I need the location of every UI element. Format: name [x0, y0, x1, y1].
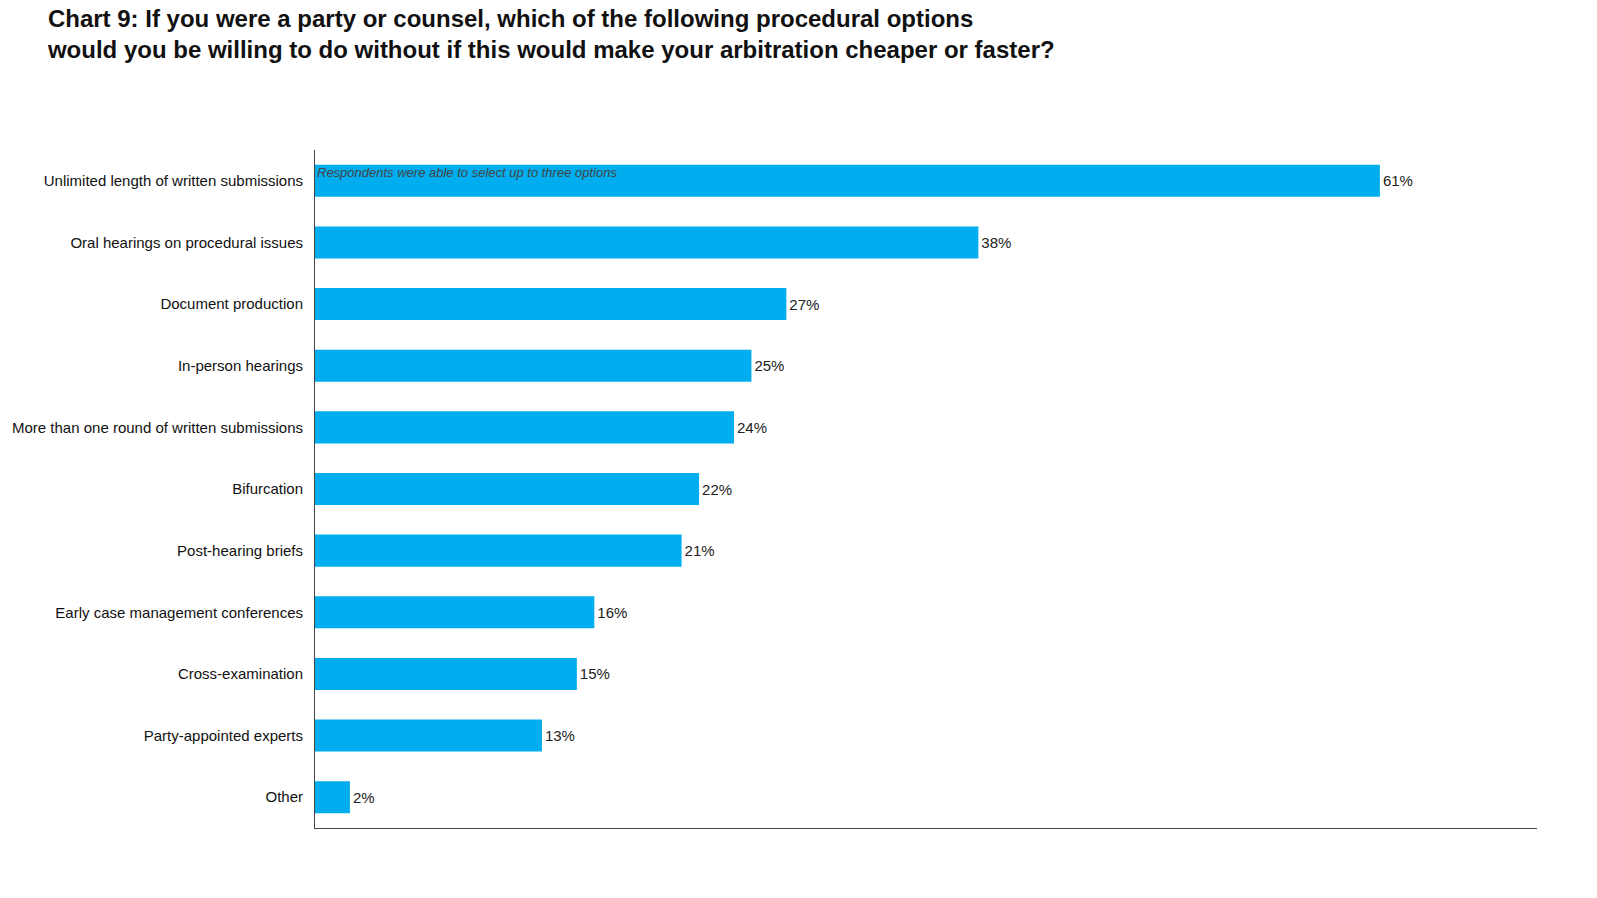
svg-text:Respondents were able to selec: Respondents were able to select up to th… [317, 165, 617, 180]
svg-text:21%: 21% [685, 542, 715, 559]
svg-text:16%: 16% [597, 604, 627, 621]
svg-text:Other: Other [265, 788, 303, 805]
svg-text:Post-hearing briefs: Post-hearing briefs [177, 542, 303, 559]
svg-text:24%: 24% [737, 419, 767, 436]
svg-text:More than one round of written: More than one round of written submissio… [12, 419, 303, 436]
svg-text:Document production: Document production [160, 295, 303, 312]
svg-text:15%: 15% [580, 665, 610, 682]
svg-text:13%: 13% [545, 727, 575, 744]
svg-text:2%: 2% [353, 789, 375, 806]
svg-text:Early case management conferen: Early case management conferences [55, 604, 303, 621]
svg-text:Oral hearings on procedural is: Oral hearings on procedural issues [70, 234, 303, 251]
svg-text:25%: 25% [754, 357, 784, 374]
svg-text:38%: 38% [981, 234, 1011, 251]
svg-text:Unlimited length of written su: Unlimited length of written submissions [44, 172, 303, 189]
svg-text:Chart 9: If you were a party o: Chart 9: If you were a party or counsel,… [47, 5, 1055, 63]
svg-text:61%: 61% [1383, 172, 1413, 189]
svg-text:Bifurcation: Bifurcation [232, 480, 303, 497]
svg-text:27%: 27% [789, 296, 819, 313]
svg-text:In-person hearings: In-person hearings [178, 357, 303, 374]
svg-text:Cross-examination: Cross-examination [178, 665, 303, 682]
svg-text:22%: 22% [702, 481, 732, 498]
svg-text:Party-appointed experts: Party-appointed experts [144, 727, 303, 744]
